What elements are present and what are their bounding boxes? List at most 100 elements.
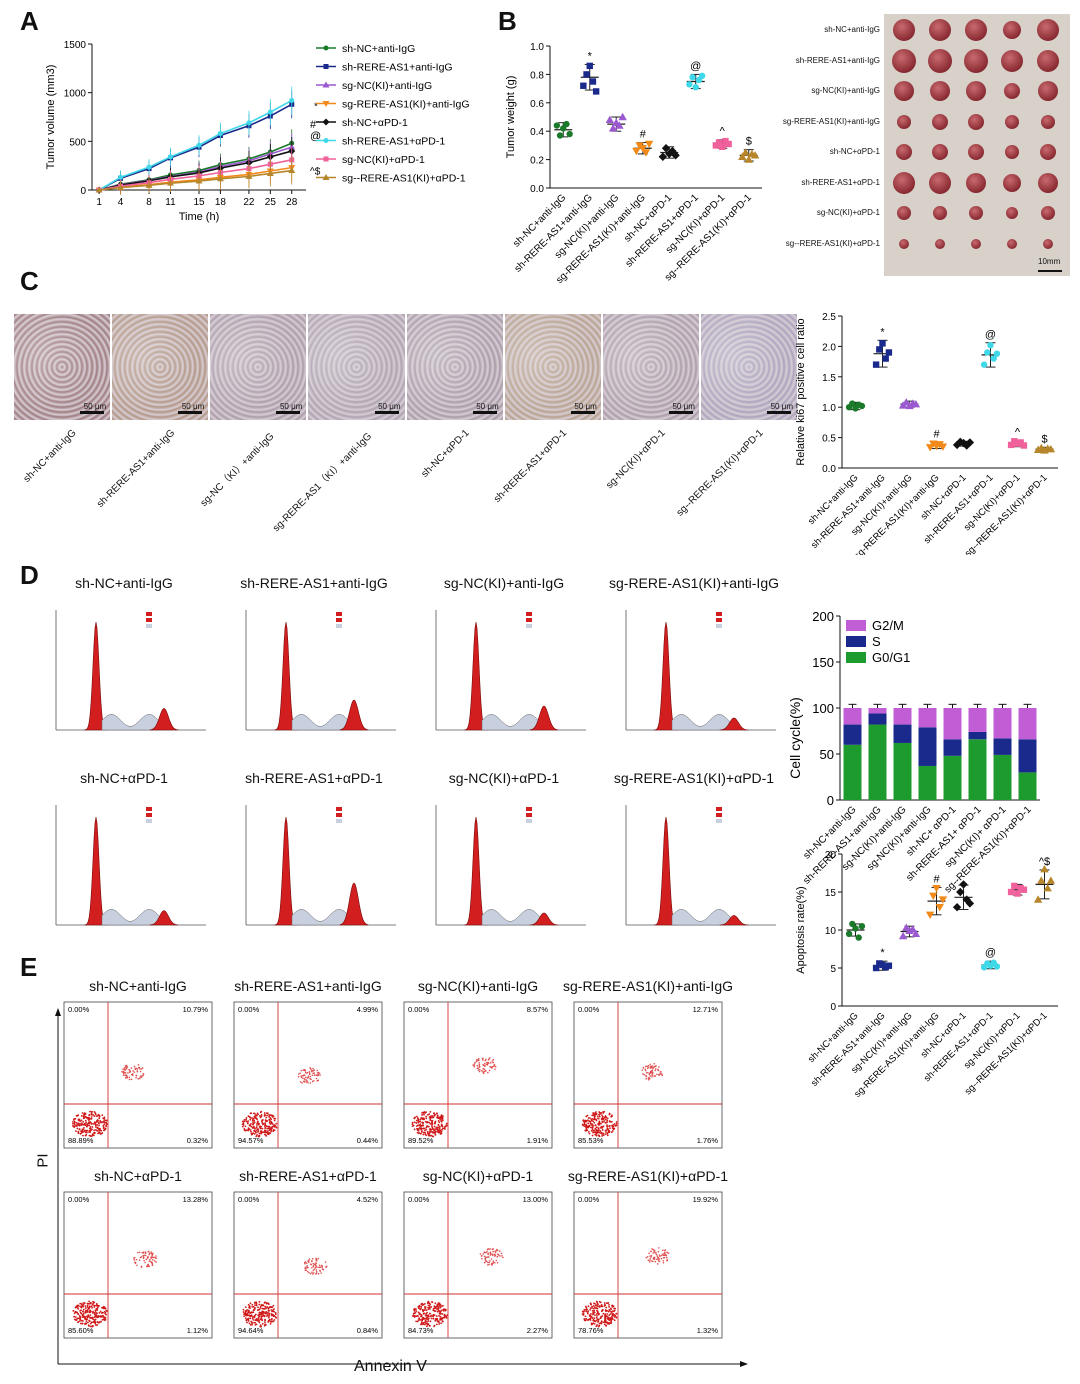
event-dot — [418, 1312, 421, 1315]
legend-marker — [323, 138, 329, 143]
event-dot — [304, 1079, 306, 1081]
legend-label: sh-RERE-AS1+αPD-1 — [342, 136, 445, 148]
event-dot — [147, 1265, 150, 1267]
event-dot — [258, 1301, 261, 1303]
event-dot — [591, 1124, 594, 1127]
event-dot — [613, 1123, 616, 1125]
event-dot — [413, 1128, 416, 1131]
event-dot — [139, 1070, 142, 1073]
event-dot — [596, 1315, 598, 1317]
event-dot — [268, 1314, 270, 1316]
event-dot — [319, 1074, 321, 1076]
event-dot — [85, 1125, 88, 1128]
event-dot — [242, 1124, 245, 1126]
data-point — [980, 361, 988, 368]
scale-bar-label: 50 μm — [279, 402, 303, 411]
event-dot — [84, 1115, 87, 1118]
histology-image: 50 μm — [602, 314, 699, 420]
event-dot — [262, 1304, 265, 1307]
event-dot — [102, 1126, 105, 1129]
data-point — [583, 71, 590, 78]
event-dot — [413, 1121, 416, 1124]
data-point — [993, 350, 1001, 357]
sig-mark: $ — [1041, 433, 1047, 445]
event-dot — [307, 1076, 309, 1079]
event-dot — [431, 1131, 434, 1133]
legend-swatch — [146, 819, 152, 823]
event-dot — [80, 1309, 82, 1312]
event-dot — [93, 1321, 96, 1324]
histology-image: 50 μm — [406, 314, 503, 420]
event-dot — [420, 1306, 423, 1309]
event-dot — [643, 1073, 646, 1076]
legend-swatch — [716, 618, 722, 622]
histogram-title: sh-NC+αPD-1 — [80, 770, 168, 786]
event-dot — [441, 1128, 443, 1131]
bar-segment — [993, 738, 1012, 755]
data-point — [605, 115, 615, 124]
bar-segment — [943, 739, 962, 756]
event-dot — [600, 1315, 603, 1318]
event-dot — [611, 1125, 614, 1128]
event-dot — [472, 1064, 475, 1066]
event-dot — [414, 1116, 417, 1119]
event-dot — [297, 1075, 300, 1078]
event-dot — [272, 1128, 275, 1131]
data-point — [987, 341, 994, 349]
event-dot — [441, 1320, 444, 1323]
event-dot — [268, 1118, 271, 1121]
event-dot — [311, 1074, 314, 1077]
event-dot — [89, 1311, 92, 1314]
event-dot — [263, 1314, 266, 1317]
event-dot — [435, 1318, 438, 1321]
event-dot — [661, 1074, 664, 1077]
event-dot — [80, 1319, 83, 1322]
event-dot — [91, 1133, 94, 1136]
event-dot — [428, 1116, 431, 1118]
event-dot — [594, 1131, 597, 1133]
event-dot — [105, 1119, 108, 1122]
tumor-row-label: sh-RERE-AS1+αPD-1 — [801, 177, 880, 187]
event-dot — [597, 1123, 600, 1126]
y-tick-label: 15 — [825, 888, 837, 899]
tumor-row-label: sg--RERE-AS1(KI)+αPD-1 — [785, 238, 880, 248]
event-dot — [140, 1068, 143, 1070]
event-dot — [587, 1305, 590, 1308]
event-dot — [426, 1125, 429, 1127]
event-dot — [315, 1077, 318, 1080]
sig-mark: # — [640, 129, 647, 141]
event-dot — [662, 1254, 665, 1256]
event-dot — [649, 1075, 651, 1077]
legend-swatch — [716, 612, 722, 616]
data-point — [956, 887, 965, 897]
event-dot — [435, 1323, 438, 1326]
event-dot — [270, 1318, 273, 1321]
event-dot — [610, 1316, 613, 1318]
data-point — [879, 340, 886, 347]
legend-swatch — [336, 813, 342, 817]
g0g1-peak — [83, 816, 109, 926]
event-dot — [141, 1067, 144, 1069]
event-dot — [95, 1307, 98, 1310]
event-dot — [252, 1309, 255, 1312]
event-dot — [598, 1113, 600, 1116]
event-dot — [430, 1134, 433, 1137]
event-dot — [317, 1266, 319, 1269]
tumor-specimen — [968, 144, 984, 160]
event-dot — [144, 1252, 147, 1255]
data-point — [845, 930, 853, 937]
event-dot — [665, 1254, 668, 1257]
event-dot — [598, 1131, 601, 1134]
data-point — [872, 361, 880, 368]
event-dot — [445, 1122, 448, 1125]
event-dot — [270, 1309, 273, 1311]
event-dot — [101, 1121, 103, 1123]
dot-plot-title: sh-NC+αPD-1 — [94, 1168, 182, 1184]
event-dot — [583, 1123, 586, 1126]
event-dot — [307, 1260, 309, 1262]
event-dot — [595, 1133, 598, 1135]
event-dot — [425, 1309, 428, 1312]
event-dot — [603, 1120, 606, 1122]
event-dot — [436, 1112, 438, 1115]
scale-bar-label: 10mm — [1038, 257, 1061, 266]
